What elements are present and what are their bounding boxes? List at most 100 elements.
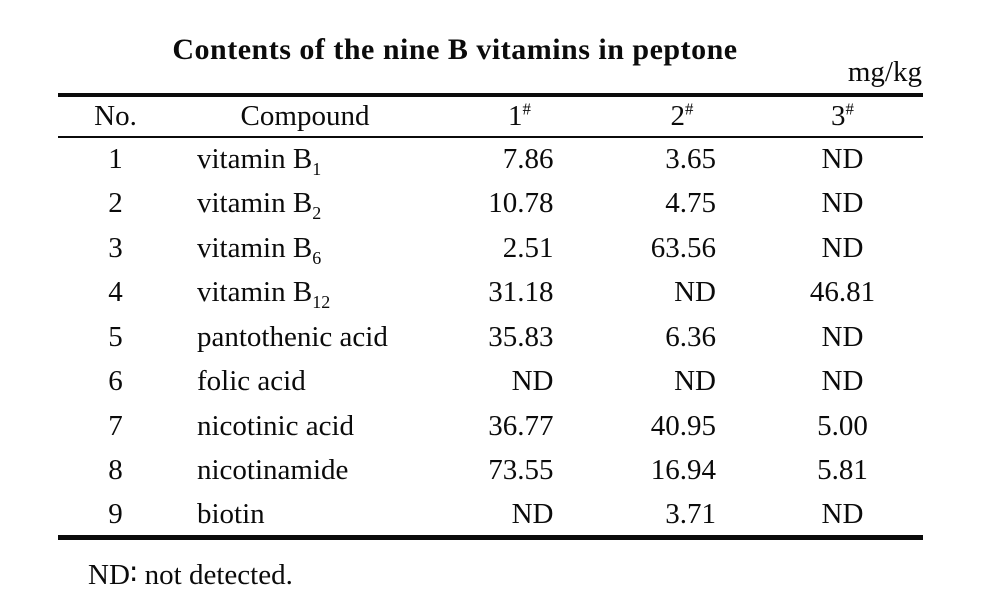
value-text: 73.55	[488, 454, 554, 487]
cell-row-number: 4	[108, 276, 123, 309]
cell-sample3-value: 5.00	[817, 409, 868, 442]
col-header-label: 1	[508, 100, 523, 132]
table-row: 2 vitamin B2 10.78 4.75 ND	[58, 182, 923, 227]
unit-label: mg/kg	[847, 56, 922, 88]
value-text: 2.51	[502, 231, 554, 264]
cell-sample1-value: 7.86	[437, 137, 602, 182]
value-text: 36.77	[488, 409, 554, 442]
cell-sample3-value: ND	[821, 497, 864, 530]
compound-name: folic acid	[197, 365, 306, 398]
value-text: 40.95	[650, 409, 716, 442]
header-row: No. Compound 1# 2# 3#	[58, 95, 923, 138]
cell-sample3-value: ND	[821, 143, 864, 176]
value-text: 3.71	[665, 497, 716, 530]
cell-compound: nicotinic acid	[173, 404, 437, 449]
cell-compound: vitamin B6	[173, 226, 437, 271]
value-text: 4.75	[665, 187, 716, 220]
compound-name: biotin	[197, 497, 265, 530]
cell-row-number: 7	[108, 409, 123, 442]
compound-name: vitamin B	[197, 143, 313, 176]
cell-sample3-value: 46.81	[809, 276, 876, 309]
value-text: 6.36	[665, 320, 716, 353]
cell-sample2-value: 40.95	[602, 404, 762, 449]
col-header-label: 2	[670, 100, 686, 132]
value-text: 7.86	[502, 143, 554, 176]
cell-sample2-value: 4.75	[602, 182, 762, 227]
table-title: Contents of the nine B vitamins in pepto…	[172, 33, 738, 66]
cell-row-number: 1	[108, 143, 123, 176]
cell-sample1-value: 36.77	[437, 404, 602, 449]
compound-subscript: 1	[312, 159, 322, 180]
cell-sample2-value: 63.56	[602, 226, 762, 271]
value-text: 16.94	[650, 454, 716, 487]
table-row: 1 vitamin B1 7.86 3.65 ND	[58, 137, 923, 182]
cell-sample2-value: 3.71	[602, 493, 762, 538]
cell-sample3-value: 5.81	[817, 454, 868, 487]
cell-sample3-value: ND	[821, 320, 864, 353]
hash-superscript: #	[685, 99, 694, 119]
col-header-sample1: 1#	[437, 95, 602, 138]
value-text: ND	[511, 497, 554, 530]
table-row: 3 vitamin B6 2.51 63.56 ND	[58, 226, 923, 271]
value-text: ND	[511, 365, 554, 398]
cell-sample3-value: ND	[821, 231, 864, 264]
cell-row-number: 8	[108, 454, 123, 487]
table-row: 4 vitamin B12 31.18 ND 46.81	[58, 271, 923, 316]
cell-compound: vitamin B12	[173, 271, 437, 316]
cell-sample2-value: ND	[602, 360, 762, 405]
footnote: ND∶ not detected.	[88, 559, 293, 591]
hash-superscript: #	[522, 99, 531, 119]
compound-name: nicotinic acid	[197, 409, 355, 442]
cell-row-number: 6	[108, 365, 123, 398]
cell-compound: nicotinamide	[173, 449, 437, 494]
cell-row-number: 9	[108, 497, 123, 530]
compound-name: vitamin B	[197, 187, 313, 220]
col-header-compound: Compound	[173, 95, 437, 138]
compound-subscript: 2	[312, 203, 322, 224]
compound-name: nicotinamide	[197, 454, 349, 487]
table-row: 9 biotin ND 3.71 ND	[58, 493, 923, 538]
cell-sample3-value: ND	[821, 365, 864, 398]
cell-row-number: 2	[108, 187, 123, 220]
cell-sample1-value: 35.83	[437, 315, 602, 360]
table-body: 1 vitamin B1 7.86 3.65 ND 2 vitamin B2 10.78 4.7…	[58, 137, 923, 538]
cell-sample2-value: ND	[602, 271, 762, 316]
cell-row-number: 3	[108, 231, 123, 264]
table-row: 7 nicotinic acid 36.77 40.95 5.00	[58, 404, 923, 449]
col-header-label: No.	[94, 100, 137, 132]
cell-sample1-value: 2.51	[437, 226, 602, 271]
cell-compound: vitamin B2	[173, 182, 437, 227]
value-text: 10.78	[488, 187, 554, 220]
value-text: 35.83	[488, 320, 554, 353]
hash-superscript: #	[845, 99, 854, 119]
table-row: 6 folic acid ND ND ND	[58, 360, 923, 405]
cell-sample2-value: 16.94	[602, 449, 762, 494]
cell-compound: biotin	[173, 493, 437, 538]
cell-compound: pantothenic acid	[173, 315, 437, 360]
cell-row-number: 5	[108, 320, 123, 353]
compound-subscript: 12	[312, 292, 331, 313]
cell-sample3-value: ND	[821, 187, 864, 220]
value-text: 63.56	[650, 231, 716, 264]
vitamins-table: No. Compound 1# 2# 3# 1 vitamin B1 7.86 3.6…	[58, 93, 923, 540]
compound-name: vitamin B	[197, 276, 313, 309]
cell-sample1-value: ND	[437, 493, 602, 538]
cell-sample2-value: 3.65	[602, 137, 762, 182]
col-header-no: No.	[58, 95, 173, 138]
value-text: 31.18	[488, 276, 554, 309]
value-text: ND	[674, 365, 716, 398]
value-text: ND	[674, 276, 716, 309]
table-row: 5 pantothenic acid 35.83 6.36 ND	[58, 315, 923, 360]
compound-subscript: 6	[312, 247, 322, 268]
cell-compound: vitamin B1	[173, 137, 437, 182]
cell-compound: folic acid	[173, 360, 437, 405]
cell-sample1-value: 10.78	[437, 182, 602, 227]
cell-sample1-value: ND	[437, 360, 602, 405]
col-header-label: Compound	[240, 100, 370, 132]
cell-sample1-value: 73.55	[437, 449, 602, 494]
cell-sample2-value: 6.36	[602, 315, 762, 360]
compound-name: pantothenic acid	[197, 320, 388, 353]
col-header-sample2: 2#	[602, 95, 762, 138]
col-header-label: 3	[831, 100, 846, 132]
value-text: 3.65	[665, 143, 716, 176]
